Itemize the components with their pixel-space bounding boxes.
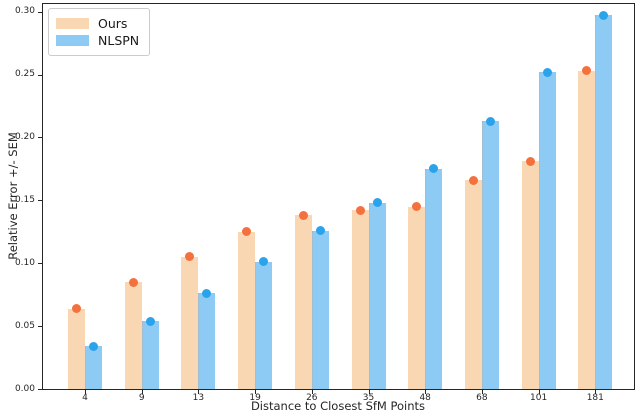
bar-nlspn-48 bbox=[425, 168, 443, 389]
y-tick-label-0.10: 0.10 bbox=[14, 257, 35, 268]
sem-marker-nlspn-35 bbox=[372, 198, 382, 208]
bar-ours-68 bbox=[464, 180, 482, 389]
sem-marker-nlspn-68 bbox=[485, 116, 495, 126]
bar-nlspn-35 bbox=[368, 202, 386, 389]
bar-ours-48 bbox=[408, 206, 426, 389]
bar-nlspn-101 bbox=[538, 72, 556, 389]
legend-item-nlspn: NLSPN bbox=[56, 33, 139, 48]
bar-nlspn-181 bbox=[595, 15, 613, 389]
y-tick-label-0.05: 0.05 bbox=[14, 320, 35, 331]
bar-ours-101 bbox=[521, 161, 539, 389]
sem-marker-nlspn-9 bbox=[145, 316, 155, 326]
y-tick-label-0.20: 0.20 bbox=[14, 131, 35, 142]
y-tick-label-0.30: 0.30 bbox=[14, 6, 35, 17]
bar-nlspn-13 bbox=[198, 293, 216, 389]
sem-marker-ours-181 bbox=[582, 66, 592, 76]
bar-nlspn-68 bbox=[481, 121, 499, 389]
sem-marker-nlspn-101 bbox=[542, 67, 552, 77]
bar-nlspn-4 bbox=[85, 346, 102, 389]
x-tick-label-9: 9 bbox=[138, 393, 145, 403]
sem-marker-nlspn-13 bbox=[202, 288, 212, 298]
sem-marker-ours-68 bbox=[468, 175, 478, 185]
x-tick-35 bbox=[368, 390, 370, 394]
sem-marker-nlspn-48 bbox=[429, 164, 439, 174]
bar-ours-9 bbox=[124, 282, 142, 389]
y-tick-0.30 bbox=[38, 11, 42, 13]
x-tick-label-48: 48 bbox=[419, 393, 431, 403]
y-tick-label-0.25: 0.25 bbox=[14, 69, 35, 80]
sem-marker-nlspn-4 bbox=[89, 341, 98, 351]
y-tick-label-0.00: 0.00 bbox=[14, 383, 35, 394]
x-tick-9 bbox=[141, 390, 143, 394]
y-tick-0.15 bbox=[38, 200, 42, 202]
y-tick-0.10 bbox=[38, 263, 42, 265]
x-tick-label-35: 35 bbox=[362, 393, 375, 403]
bar-ours-19 bbox=[238, 231, 256, 389]
sem-marker-nlspn-19 bbox=[259, 257, 269, 267]
x-tick-13 bbox=[198, 390, 200, 394]
bar-nlspn-26 bbox=[311, 230, 329, 389]
sem-marker-ours-26 bbox=[298, 210, 308, 220]
sem-marker-ours-9 bbox=[128, 277, 138, 287]
y-tick-label-0.15: 0.15 bbox=[14, 194, 35, 205]
legend-swatch-nlspn bbox=[56, 35, 89, 46]
x-tick-label-101: 101 bbox=[530, 393, 548, 403]
x-tick-label-26: 26 bbox=[306, 393, 318, 403]
x-tick-101 bbox=[538, 390, 540, 394]
y-tick-0.25 bbox=[38, 74, 42, 76]
legend-item-ours: Ours bbox=[56, 16, 139, 31]
y-tick-0.00 bbox=[38, 389, 42, 390]
x-tick-label-68: 68 bbox=[476, 393, 488, 403]
x-tick-19 bbox=[255, 390, 257, 394]
x-axis-label: Distance to Closest SfM Points bbox=[250, 399, 426, 413]
x-tick-label-19: 19 bbox=[249, 393, 261, 403]
bar-ours-13 bbox=[181, 256, 199, 389]
x-tick-26 bbox=[311, 390, 313, 394]
x-tick-label-181: 181 bbox=[586, 393, 604, 403]
legend-label-nlspn: NLSPN bbox=[98, 33, 140, 48]
x-tick-48 bbox=[425, 390, 427, 394]
y-tick-0.20 bbox=[38, 137, 42, 139]
sem-marker-ours-19 bbox=[242, 227, 252, 237]
x-tick-4 bbox=[85, 390, 86, 394]
bar-ours-181 bbox=[578, 70, 596, 389]
legend: Ours NLSPN bbox=[48, 8, 151, 56]
sem-marker-ours-35 bbox=[355, 205, 365, 215]
bar-ours-35 bbox=[351, 210, 369, 389]
legend-label-ours: Ours bbox=[98, 16, 128, 31]
bar-nlspn-9 bbox=[141, 321, 159, 389]
bar-ours-26 bbox=[294, 215, 312, 389]
x-tick-181 bbox=[595, 390, 597, 394]
bar-nlspn-19 bbox=[255, 261, 273, 389]
sem-marker-ours-13 bbox=[185, 252, 195, 262]
y-tick-0.05 bbox=[38, 326, 42, 328]
x-tick-label-4: 4 bbox=[82, 393, 88, 403]
legend-swatch-ours bbox=[56, 18, 89, 29]
bar-ours-4 bbox=[68, 308, 85, 389]
sem-marker-ours-101 bbox=[525, 156, 535, 166]
sem-marker-ours-48 bbox=[412, 202, 422, 212]
x-tick-68 bbox=[481, 390, 483, 394]
sem-marker-ours-4 bbox=[72, 304, 81, 313]
sem-marker-nlspn-26 bbox=[315, 226, 325, 236]
sem-marker-nlspn-181 bbox=[599, 10, 609, 20]
x-tick-label-13: 13 bbox=[192, 393, 205, 403]
